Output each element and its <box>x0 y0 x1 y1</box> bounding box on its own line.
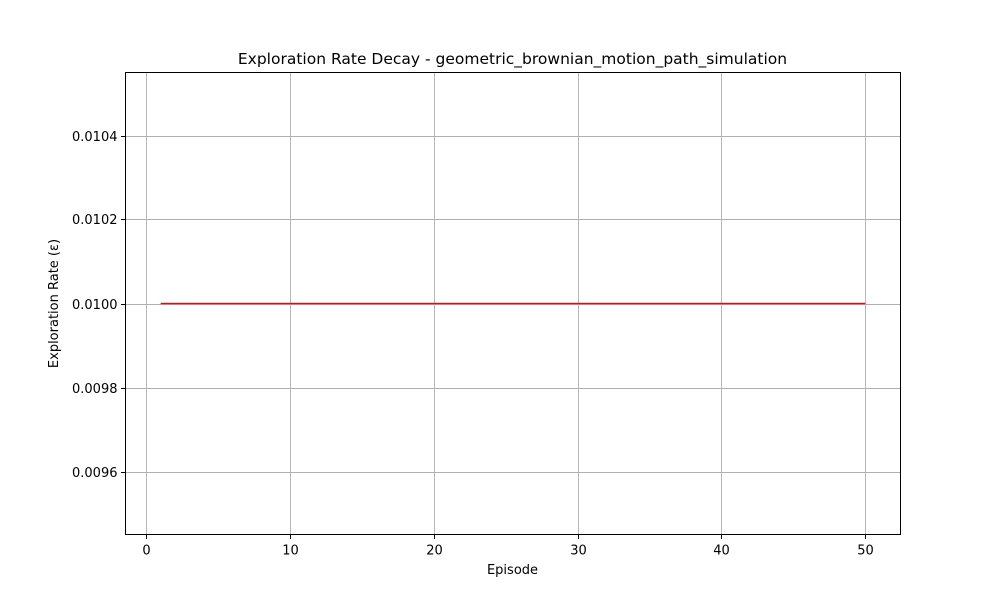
y-axis-label: Exploration Rate (ε) <box>47 239 62 368</box>
y-axis-ticks: 0.0096 0.0098 0.0100 0.0102 0.0104 <box>72 130 126 481</box>
chart-title: Exploration Rate Decay - geometric_brown… <box>238 50 787 69</box>
x-axis-ticks: 0 10 20 30 40 50 <box>142 534 874 559</box>
x-tick-label: 0 <box>142 544 150 559</box>
x-axis-label: Episode <box>487 563 538 578</box>
x-tick-label: 10 <box>282 544 299 559</box>
y-tick-label: 0.0096 <box>72 466 118 481</box>
y-tick-label: 0.0104 <box>72 130 118 145</box>
x-tick-label: 30 <box>570 544 587 559</box>
plot-frame <box>125 72 901 535</box>
x-tick-label: 20 <box>426 544 443 559</box>
x-tick-label: 40 <box>713 544 730 559</box>
y-tick-label: 0.0102 <box>72 213 118 228</box>
y-tick-label: 0.0100 <box>72 298 118 313</box>
x-tick-label: 50 <box>857 544 874 559</box>
y-tick-label: 0.0098 <box>72 382 118 397</box>
